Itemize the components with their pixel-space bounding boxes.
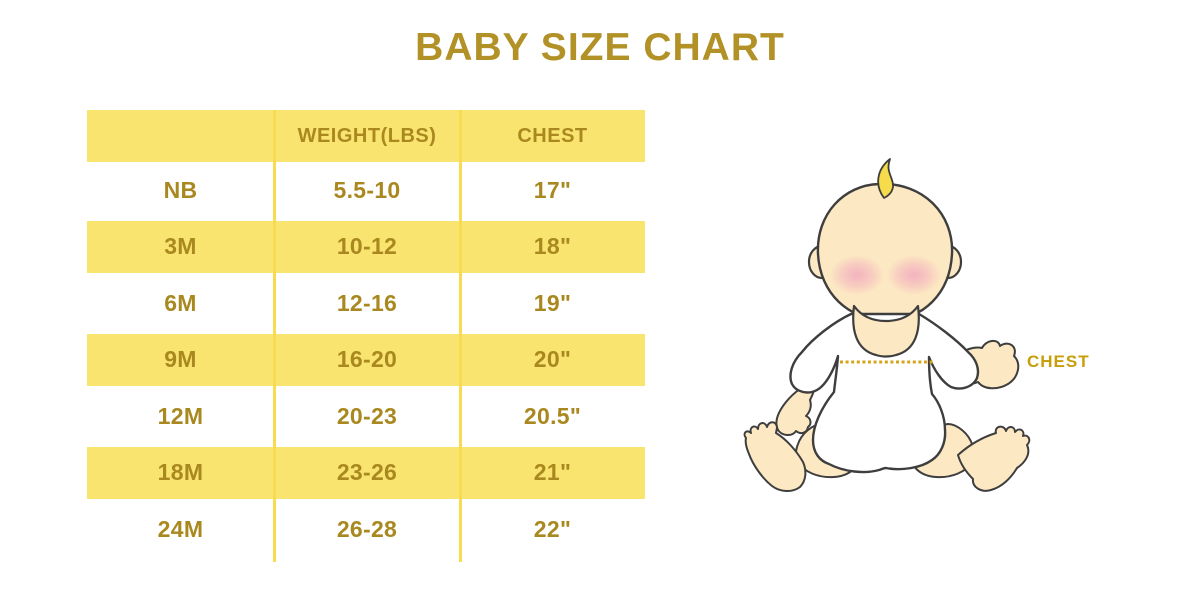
size-cell: 18M (157, 459, 204, 486)
page-title: BABY SIZE CHART (415, 26, 785, 69)
table-row: 12M 20-23 20.5" (87, 388, 645, 445)
weight-cell: 20-23 (336, 402, 398, 429)
weight-cell: 26-28 (336, 515, 398, 542)
table-row: NB 5.5-10 17" (87, 162, 645, 219)
weight-cell: 12-16 (336, 289, 398, 316)
baby-head (816, 182, 954, 322)
size-table: WEIGHT(LBS) CHEST NB 5.5-10 17" 3M 10-12… (87, 110, 645, 558)
table-row: 9M 16-20 20" (87, 331, 645, 388)
header-chest: CHEST (517, 124, 588, 147)
baby-illustration (718, 140, 1040, 520)
baby-illustration-svg (743, 158, 1031, 492)
right-cheek-blush (887, 255, 941, 295)
size-cell: 9M (164, 346, 197, 373)
size-cell: 6M (164, 289, 197, 316)
chest-cell: 21" (533, 459, 572, 486)
weight-cell: 5.5-10 (333, 176, 401, 203)
chest-cell: 17" (533, 176, 572, 203)
baby-neck (852, 304, 920, 358)
chest-label: CHEST (1027, 352, 1090, 371)
hair-curl (877, 158, 894, 199)
size-cell: NB (163, 176, 198, 203)
size-cell: 24M (157, 515, 204, 542)
weight-cell: 23-26 (336, 459, 398, 486)
weight-cell: 10-12 (336, 233, 398, 260)
table-row: 6M 12-16 19" (87, 275, 645, 332)
right-foot (957, 425, 1031, 492)
onesie-shirt (789, 312, 980, 474)
left-cheek-blush (830, 255, 884, 295)
chest-cell: 18" (533, 233, 572, 260)
table-row: 18M 23-26 21" (87, 444, 645, 501)
table-header-row: WEIGHT(LBS) CHEST (87, 110, 645, 162)
chest-cell: 20" (533, 346, 572, 373)
size-cell: 3M (164, 233, 197, 260)
header-weight: WEIGHT(LBS) (297, 124, 437, 147)
size-cell: 12M (157, 402, 204, 429)
chest-cell: 19" (533, 289, 572, 316)
column-divider (459, 110, 462, 562)
chest-cell: 22" (533, 515, 572, 542)
table-row: 24M 26-28 22" (87, 501, 645, 558)
table-row: 3M 10-12 18" (87, 218, 645, 275)
weight-cell: 16-20 (336, 346, 398, 373)
column-divider (273, 110, 276, 562)
left-foot (743, 421, 807, 492)
left-arm (775, 379, 816, 436)
chest-cell: 20.5" (523, 402, 582, 429)
